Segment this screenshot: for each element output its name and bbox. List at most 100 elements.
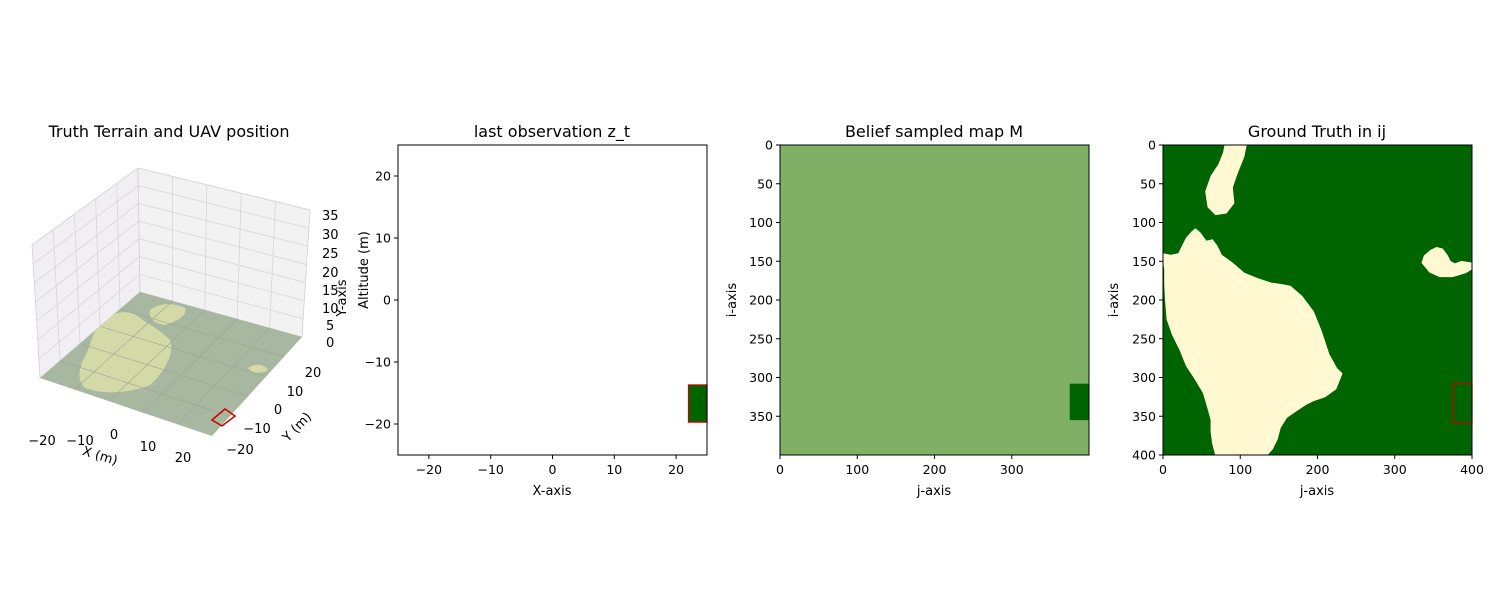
floor-grid-line [119, 308, 285, 358]
grid-line-3d [116, 183, 121, 310]
grid-line-3d [37, 256, 305, 341]
x-tick-label: 0 [776, 462, 784, 477]
z-axis-label-3d: Y-axis [335, 279, 350, 317]
y-tick-label: 20 [375, 169, 391, 184]
panel-3d-terrain: Truth Terrain and UAV position −20 −10 0… [28, 122, 350, 469]
x-tick-label: −10 [66, 434, 93, 449]
meadow-region [1163, 228, 1343, 455]
x-axis-3d: −20 −10 0 10 20 X (m) [28, 428, 191, 469]
y-tick-label: 150 [1132, 254, 1156, 269]
floor-grid-3d [59, 300, 285, 425]
meadow-patch-3d [79, 312, 172, 393]
y-tick-label: 350 [749, 409, 773, 424]
x-axis-ground-truth: 0 100 200 300 400 [1159, 455, 1484, 477]
y-tick-label: −10 [243, 422, 270, 437]
grid-line-3d [52, 229, 61, 361]
floor-grid-line [142, 318, 238, 414]
z-tick-label: 10 [322, 302, 339, 317]
grid-line-3d [269, 201, 276, 329]
z-tick-label: 5 [326, 319, 334, 334]
y-tick-label: −20 [365, 417, 391, 432]
y-tick-label: 10 [287, 385, 304, 400]
y-tick-label: 150 [749, 254, 773, 269]
y-tick-label: 0 [1148, 138, 1156, 153]
meadow-patch-3d [149, 304, 186, 325]
y-axis-observation: 20 10 0 −10 −20 [365, 169, 398, 432]
y-tick-label: 400 [1132, 448, 1156, 463]
y-tick-label: 0 [383, 293, 391, 308]
x-axis-observation: −20 −10 0 10 20 [416, 455, 684, 477]
x-tick-label: −10 [478, 462, 504, 477]
chart-title-belief: Belief sampled map M [845, 122, 1023, 141]
y-tick-label: 20 [305, 366, 322, 381]
y-axis-label-3d: Y (m) [279, 410, 315, 446]
meadow-regions [1163, 145, 1472, 455]
floor-grid-line [79, 343, 249, 397]
y-axis-label-observation: Altitude (m) [357, 231, 372, 309]
grid-line-3d [74, 214, 81, 344]
x-axis-label-observation: X-axis [533, 484, 572, 499]
y-tick-label: 10 [375, 231, 391, 246]
grid-line-3d [204, 184, 208, 311]
x-axis-label-3d: X (m) [81, 444, 120, 469]
floor-grid-line [108, 309, 206, 402]
y-axis-label-ground-truth: i-axis [1107, 283, 1122, 318]
x-tick-label: 10 [606, 462, 622, 477]
y-tick-label: 0 [765, 138, 773, 153]
x-tick-label: 20 [175, 451, 192, 466]
x-tick-label: 200 [923, 462, 947, 477]
x-tick-label: 20 [668, 462, 684, 477]
meadow-region [1421, 246, 1472, 278]
y-tick-label: 50 [1140, 176, 1156, 191]
observed-forest-patch [687, 384, 708, 423]
floor-grid-line [74, 300, 173, 390]
panel-ground-truth: Ground Truth in ij 0 100 200 300 400 0 50 100 1… [1107, 122, 1484, 499]
belief-field [780, 145, 1089, 455]
grid-line-3d [38, 273, 304, 360]
floor-grid-line [99, 326, 267, 377]
y-axis-label-belief: i-axis [725, 283, 740, 318]
y-tick-label: 100 [1132, 215, 1156, 230]
floor-grid-line [59, 360, 231, 417]
z-axis-3d: 0 5 10 15 20 25 30 35 Y-axis [322, 209, 350, 351]
grid-line-3d [236, 193, 242, 320]
x-tick-label: −20 [28, 434, 55, 449]
z-tick-label: 20 [322, 266, 339, 281]
grid-3d [31, 167, 311, 361]
x-tick-label: 400 [1460, 462, 1484, 477]
y-tick-label: 50 [757, 176, 773, 191]
grid-line-3d [34, 202, 308, 284]
x-tick-label: 100 [845, 462, 869, 477]
belief-forest-patch [1069, 383, 1089, 421]
chart-title-ground-truth: Ground Truth in ij [1248, 122, 1386, 141]
x-axis-label-ground-truth: j-axis [1299, 484, 1335, 499]
z-tick-label: 35 [322, 209, 339, 224]
plot-area-observation [398, 145, 707, 455]
x-tick-label: 0 [110, 428, 118, 443]
x-tick-label: −20 [416, 462, 442, 477]
z-tick-label: 25 [322, 247, 339, 262]
x-tick-label: 300 [1383, 462, 1407, 477]
x-tick-label: 200 [1306, 462, 1330, 477]
y-axis-ground-truth: 0 50 100 150 200 250 300 350 400 [1132, 138, 1163, 463]
grid-line-3d [32, 185, 309, 265]
x-axis-belief: 0 100 200 300 [776, 455, 1024, 477]
z-tick-label: 15 [322, 284, 339, 299]
grid-line-3d [31, 167, 311, 246]
x-tick-label: 10 [140, 440, 157, 455]
y-tick-label: 0 [274, 403, 282, 418]
x-tick-label: 0 [549, 462, 557, 477]
z-tick-label: 30 [322, 228, 339, 243]
panel-last-observation: last observation z_t −20 −10 0 10 20 20 10 0 −1… [357, 122, 708, 499]
x-tick-label: 300 [1000, 462, 1024, 477]
y-tick-label: 200 [1132, 293, 1156, 308]
floor-grid-line [177, 327, 270, 425]
y-tick-label: −20 [226, 443, 253, 458]
chart-title-3d: Truth Terrain and UAV position [47, 122, 289, 141]
grid-line-3d [35, 220, 307, 303]
panel-belief-map: Belief sampled map M 0 100 200 300 0 50 100 15… [725, 122, 1090, 499]
meadow-region [1205, 145, 1247, 216]
x-tick-label: 0 [1159, 462, 1167, 477]
y-tick-label: 100 [749, 215, 773, 230]
